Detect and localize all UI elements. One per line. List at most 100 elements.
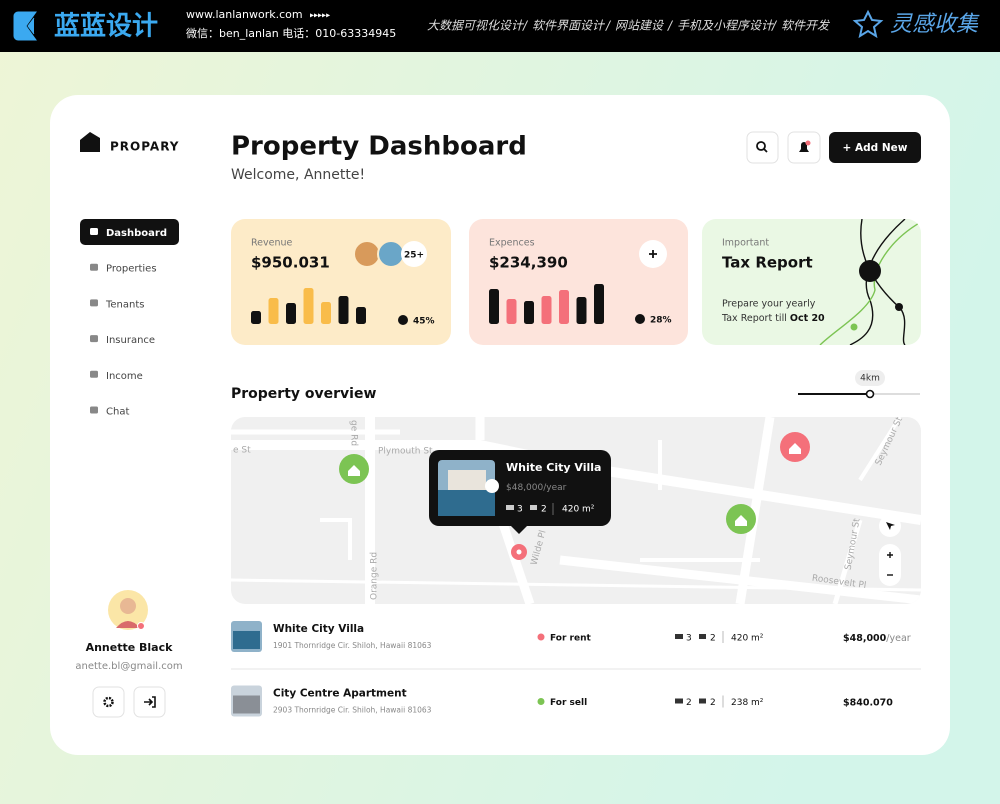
banner-url: www.lanlanwork.com	[186, 8, 303, 21]
change: 45%	[413, 317, 435, 327]
listing-baths: 2	[710, 698, 716, 708]
bath-icon	[699, 698, 706, 704]
mini-bar	[286, 303, 296, 324]
popup-area: 420 m²	[562, 505, 595, 515]
banner-menu-item[interactable]: 网站建设	[615, 19, 664, 33]
notification-dot	[805, 140, 811, 146]
nav-icon	[90, 335, 98, 343]
map-markers	[339, 432, 901, 586]
banner-badge: 灵感收集	[890, 12, 980, 37]
add-new-label: + Add New	[843, 142, 908, 154]
nav-item[interactable]: Chat	[106, 407, 129, 418]
nav-item[interactable]: Income	[106, 371, 143, 382]
status-dot	[137, 622, 145, 630]
nav-active-pill[interactable]	[80, 219, 179, 245]
mini-bar	[541, 296, 552, 324]
popup-image-house	[448, 470, 486, 490]
mini-bar	[506, 299, 517, 324]
card-label: Expences	[489, 238, 535, 249]
badge-icon	[852, 9, 884, 39]
card-title: Tax Report	[722, 254, 813, 272]
logout-icon	[144, 696, 156, 708]
mini-bar	[268, 298, 279, 324]
banner-menu-item[interactable]: 手机及小程序设计	[677, 19, 775, 33]
user-email: anette.bl@gmail.com	[75, 661, 182, 672]
zoom-control	[879, 544, 901, 586]
status-dot	[537, 698, 545, 705]
listing-price-value: $840.070	[843, 697, 893, 708]
banner-logo: 蓝蓝设计	[54, 12, 158, 42]
avatar-face	[120, 598, 136, 614]
banner-menu-item[interactable]: 软件界面设计	[532, 19, 606, 33]
banner-contact: 微信：ben_lanlan 电话：010-63334945	[186, 26, 396, 40]
search-icon	[756, 141, 766, 151]
mini-bar	[321, 302, 331, 324]
banner-arrows: ▸▸▸▸▸	[310, 11, 330, 20]
listing-baths: 2	[710, 634, 716, 644]
listing-price: $48,000/year	[843, 633, 911, 644]
avatar	[353, 240, 381, 268]
nav-item[interactable]: Dashboard	[106, 228, 167, 239]
card-text: Prepare your yearly	[722, 299, 816, 310]
slider-handle[interactable]	[865, 389, 875, 399]
nav-icon	[90, 263, 98, 271]
card-label: Revenue	[251, 238, 293, 249]
banner-menu-item[interactable]: 大数据可视化设计	[427, 19, 525, 33]
banner-menu-item[interactable]: 软件开发	[781, 19, 831, 33]
bath-icon	[699, 634, 706, 639]
nav-icon	[90, 406, 98, 414]
radius-badge	[855, 370, 885, 386]
listing-price: $840.070	[843, 697, 893, 708]
change-icon	[635, 314, 645, 324]
tax-card	[702, 219, 921, 345]
popup-baths: 2	[541, 505, 547, 515]
favorite-button[interactable]	[485, 479, 499, 493]
popup-arrow	[511, 526, 527, 534]
street-label: e St	[233, 446, 251, 456]
nav: Dashboard Properties Tenants Insurance Incom…	[80, 219, 179, 418]
radius-label: 4km	[860, 374, 880, 384]
change: 28%	[650, 316, 672, 326]
nav-item[interactable]: Properties	[106, 264, 157, 275]
brand-icon	[80, 132, 100, 152]
listing-name[interactable]: City Centre Apartment	[273, 688, 407, 700]
listing-status: For sell	[550, 698, 587, 708]
card-text: Tax Report till Oct 20	[721, 313, 825, 324]
card-amount: $234,390	[489, 254, 568, 272]
listing-address: 2903 Thornridge Cir. Shiloh, Hawaii 8106…	[273, 706, 432, 715]
separator: /	[667, 19, 674, 33]
add-new-button[interactable]	[829, 132, 921, 163]
status-dot	[537, 633, 545, 641]
nav-icon	[90, 299, 98, 307]
nav-item[interactable]: Tenants	[105, 299, 145, 310]
card-amount: $950.031	[251, 254, 330, 272]
listing-price-period: /year	[886, 633, 910, 644]
listing-area: 420 m²	[731, 634, 764, 644]
brand: PROPARY	[110, 140, 180, 154]
banner-logo-icon	[13, 11, 37, 41]
card-text-part: Tax Report till	[721, 313, 787, 324]
settings-icon	[103, 696, 114, 708]
listing-name[interactable]: White City Villa	[273, 623, 364, 635]
marker-icon	[735, 515, 747, 526]
popup-beds: 3	[517, 505, 523, 515]
plus-icon	[649, 250, 657, 258]
popup-price-value: $48,000	[506, 483, 543, 493]
bath-icon	[530, 505, 537, 510]
map-popup: White City Villa $48,000/year 3 2 420 m²	[429, 450, 611, 534]
bed-icon	[675, 634, 683, 639]
selected-marker-dot	[516, 549, 522, 555]
listing-thumb-detail	[233, 631, 260, 649]
avatar-more-label: 25+	[404, 251, 424, 261]
mini-bar	[338, 296, 349, 324]
zoom-in[interactable]	[887, 552, 893, 558]
settings-button[interactable]	[92, 686, 125, 718]
search-button[interactable]	[746, 131, 779, 164]
nav-item[interactable]: Insurance	[106, 335, 155, 346]
mini-bar	[559, 290, 569, 324]
tax-decoration	[819, 219, 921, 345]
locate-icon	[886, 522, 895, 530]
banner	[0, 0, 1000, 52]
popup-image-pool	[438, 490, 495, 516]
